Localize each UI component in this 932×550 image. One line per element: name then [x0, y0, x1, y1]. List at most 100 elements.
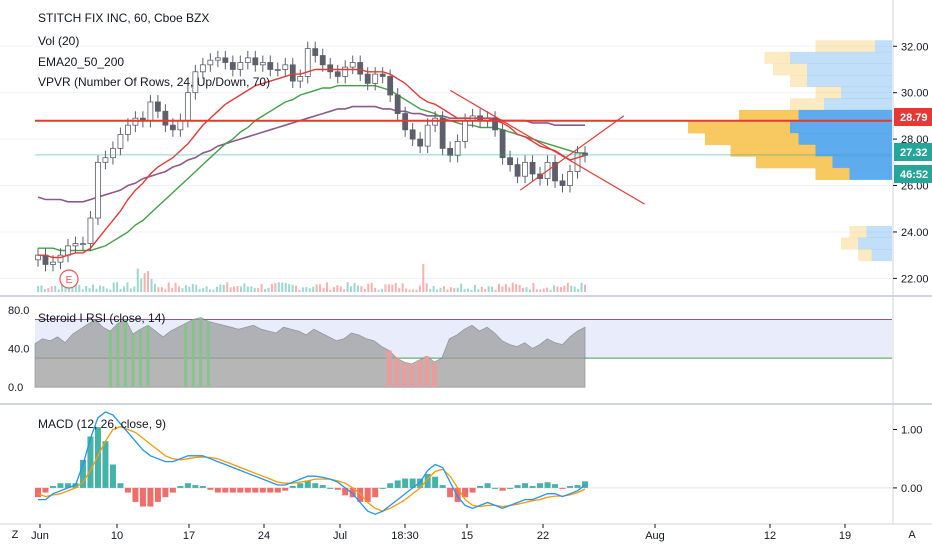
candle-body [80, 243, 86, 245]
volume-bar [449, 287, 452, 292]
volume-bar [577, 289, 580, 292]
candle-body [387, 76, 394, 96]
candle-body [207, 59, 214, 66]
macd-histogram-bar [222, 487, 229, 493]
macd-histogram-bar [327, 487, 334, 489]
rsi-tick-label: 0.0 [8, 382, 23, 394]
volume-bar [353, 283, 356, 292]
earnings-marker[interactable]: E [59, 269, 79, 289]
trendlines[interactable] [449, 89, 645, 205]
volume-bar [246, 286, 249, 292]
volume-bar [322, 287, 325, 292]
volume-bar [136, 268, 139, 292]
volume-bar [546, 287, 549, 292]
volume-bar [405, 288, 408, 292]
rsi-tick-label: 40.0 [8, 344, 29, 356]
macd-histogram-bar [184, 483, 191, 488]
rsi-overbought-highlight [199, 317, 203, 388]
macd-axis[interactable]: 1.00 0.00 [893, 425, 922, 495]
volume-bar [133, 286, 136, 292]
time-tick-label: 22 [537, 530, 549, 542]
volume-bar [54, 285, 57, 292]
macd-histogram-bar [117, 483, 124, 488]
macd-histogram-bar [282, 487, 289, 491]
volume-bar [439, 287, 442, 292]
macd-histogram-bar [49, 486, 56, 488]
earnings-marker-label: E [66, 275, 73, 286]
macd-histogram-bar [169, 487, 176, 493]
candle-body [514, 164, 521, 177]
volume-bar [64, 285, 67, 292]
candle-body [199, 64, 206, 73]
vpvr-row-up [790, 121, 892, 134]
candle-body [65, 245, 71, 256]
macd-histogram-bar [387, 483, 394, 488]
macd-indicator-label[interactable]: MACD (12, 26, close, 9) [38, 417, 166, 431]
volume-bar [522, 287, 525, 292]
vpvr-row-down [773, 63, 807, 76]
timezone-toggle-button[interactable]: Z [12, 529, 19, 541]
volume-bar [336, 285, 339, 292]
volume-bar [339, 286, 342, 292]
volume-bar [202, 288, 205, 292]
volume-bar [239, 286, 242, 292]
rsi-oversold-highlight [394, 358, 400, 388]
time-tick-label: 19 [839, 530, 851, 542]
level-tag-text: 28.79 [900, 112, 928, 124]
volume-indicator-label[interactable]: Vol (20) [38, 34, 79, 48]
rsi-overbought-highlight [146, 325, 150, 388]
volume-bar [181, 288, 184, 292]
candle-body [357, 62, 364, 75]
vpvr-indicator-label[interactable]: VPVR (Number Of Rows, 24, Up/Down, 70) [38, 75, 270, 89]
volume-bar [291, 284, 294, 292]
volume-bar [160, 287, 163, 292]
countdown-tag-bg [894, 165, 932, 183]
volume-bar [260, 284, 263, 292]
macd-histogram-bar [484, 483, 491, 488]
volume-bar [573, 286, 576, 292]
macd-histogram-bar [342, 487, 349, 496]
rsi-axis[interactable]: 80.0 40.0 0.0 [8, 305, 29, 394]
volume-bar [491, 286, 494, 292]
macd-histogram-bar [297, 483, 304, 488]
volume-bar [381, 288, 384, 292]
downtrend-line [449, 89, 645, 205]
rsi-tick-label: 80.0 [8, 305, 29, 317]
volume-bar [188, 286, 191, 292]
volume-bar [401, 283, 404, 292]
volume-bar [105, 288, 108, 292]
volume-bar [205, 286, 208, 292]
horizontal-levels[interactable] [35, 119, 892, 156]
volume-bar [50, 286, 53, 292]
time-tick-label: 12 [764, 530, 776, 542]
vpvr-row-up [866, 225, 892, 238]
volume-bar [184, 285, 187, 292]
vpvr-row-up [790, 51, 892, 64]
volume-bar [325, 282, 328, 292]
vpvr-row-up [824, 98, 892, 111]
volume-bar [167, 282, 170, 292]
ema-indicator-label[interactable]: EMA20_50_200 [38, 55, 124, 69]
macd-histogram-bar [267, 487, 274, 493]
rsi-indicator-label[interactable]: Steroid I RSI (close, 14) [38, 311, 165, 325]
volume-bar [350, 286, 353, 292]
volume-bar [233, 286, 236, 292]
volume-bar [270, 283, 273, 292]
macd-histogram-bar [514, 485, 521, 488]
candle-body [327, 64, 334, 73]
vpvr-row-up [807, 63, 892, 76]
macd-histogram-bar [102, 441, 109, 488]
volume-bar [212, 289, 215, 292]
candle-body [417, 138, 424, 147]
symbol-title[interactable]: STITCH FIX INC, 60, Cboe BZX [38, 11, 209, 25]
auto-scale-button[interactable]: A [908, 529, 916, 541]
macd-histogram-bar [162, 487, 169, 498]
volume-bar [480, 286, 483, 292]
volume-bar [425, 283, 428, 292]
candle-body [162, 110, 169, 126]
volume-bar [312, 286, 315, 292]
candle-body [222, 57, 229, 63]
time-axis[interactable]: Jun 10 17 24 Jul 18:30 15 22 Aug 12 19 [31, 524, 851, 542]
macd-histogram-bar [124, 487, 131, 493]
